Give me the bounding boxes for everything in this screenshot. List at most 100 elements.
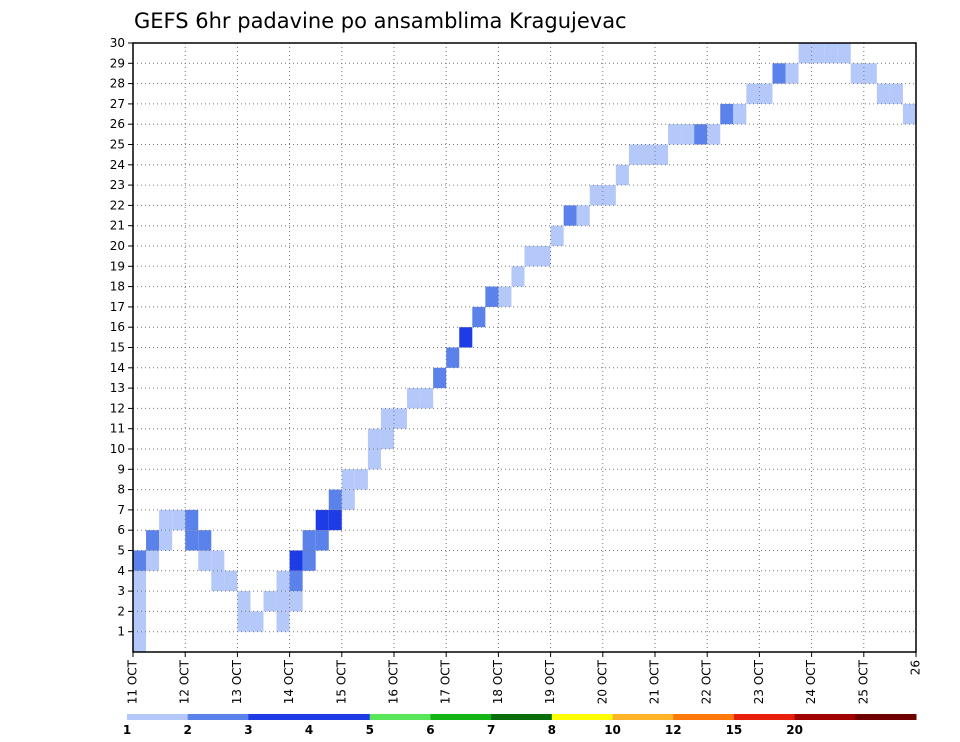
y-tick-label: 1 [117,625,125,639]
legend-swatch [794,714,856,720]
heatmap-cell [863,63,877,84]
heatmap-cell [485,286,499,307]
legend-swatch [551,714,614,720]
heatmap-cell [550,225,564,246]
legend-label: 7 [487,723,495,737]
y-tick-label: 4 [117,564,125,578]
legend-swatch [612,714,674,720]
heatmap-cell [172,509,186,531]
heatmap-cell [211,570,225,592]
heatmap-cell [250,611,264,632]
dotted-grid [133,43,916,652]
heatmap-cell [628,144,642,165]
y-axis: 1234567891011121314151617181920212223242… [110,36,133,639]
heatmap-cell [824,43,838,64]
heatmap-cell [133,611,147,632]
color-legend: 1 2 3 4 5 6 7 8 10 12 15 20 [123,714,917,737]
heatmap-cell [850,63,864,84]
legend-swatch [248,714,310,720]
heatmap-cell [276,611,290,632]
heatmap-cell [641,144,655,165]
y-tick-label: 3 [117,584,125,598]
heatmap-cell [446,347,460,368]
heatmap-cell [237,591,251,612]
heatmap-cell [263,591,277,612]
y-tick-label: 6 [117,523,125,537]
heatmap-cell [328,489,342,510]
heatmap-cell [876,83,890,104]
heatmap-cell [394,408,408,429]
legend-label: 4 [305,723,313,737]
y-tick-label: 10 [110,442,125,456]
heatmap-cell [185,530,199,551]
x-axis: 11 OCT 12 OCT 13 OCT 14 OCT 15 OCT 16 OCT 17 O… [126,652,923,704]
heatmap-cell [720,103,734,125]
y-tick-label: 7 [117,503,125,517]
heatmap-cell [433,367,447,389]
heatmap-cell [133,570,147,592]
heatmap-cell [420,388,434,409]
heatmap-cell [380,408,394,429]
heatmap-cell [681,124,695,145]
heatmap-cell [459,327,473,348]
heatmap-cell [185,509,199,531]
y-tick-label: 27 [110,97,125,111]
legend-label: 5 [366,723,374,737]
legend-swatch [733,714,796,720]
heatmap-cell [146,530,160,551]
x-tick-label: 16 OCT [387,659,401,704]
y-tick-label: 23 [110,178,125,192]
x-tick-label: 25 OCT [856,659,870,704]
legend-swatch [673,714,735,720]
plot-frame [132,42,917,653]
heatmap-cell [798,43,812,64]
heatmap-cell [302,550,316,571]
x-tick-label: 13 OCT [230,659,244,704]
heatmap-cell [615,164,629,186]
heatmap-cell [772,63,786,84]
heatmap-cell [537,246,551,267]
heatmap-cell [733,103,747,125]
y-tick-label: 18 [110,280,125,294]
heatmap-cell [472,306,486,328]
heatmap-cell [328,509,342,531]
legend-label: 20 [786,723,803,737]
x-tick-label: 20 OCT [595,659,609,704]
x-tick-label: 24 OCT [804,659,818,704]
legend-label: 2 [184,723,192,737]
heatmap-cell [289,550,303,571]
heatmap-cell [315,530,329,551]
legend-swatch [855,714,917,720]
x-tick-label: 11 OCT [126,659,140,704]
heatmap-cell [746,83,760,104]
heatmap-cell [576,205,590,226]
heatmap-cell [694,124,708,145]
heatmap-cell [380,428,394,449]
heatmap-cell [315,509,329,531]
y-tick-label: 17 [110,300,125,314]
legend-label: 10 [604,723,621,737]
heatmap-cell [237,611,251,632]
chart-title: GEFS 6hr padavine po ansamblima Kragujev… [134,9,627,33]
heatmap-cell [668,124,682,145]
legend-label: 12 [665,723,682,737]
x-tick-label: 15 OCT [334,659,348,704]
y-tick-label: 8 [117,483,125,497]
x-tick-label: 22 OCT [700,659,714,704]
legend-label: 8 [548,723,556,737]
heatmap-cell [276,591,290,612]
heatmap-cell [133,591,147,612]
heatmap-cells [133,43,916,652]
legend-swatch [491,714,553,720]
y-tick-label: 21 [110,219,125,233]
x-tick-label: 21 OCT [648,659,662,704]
heatmap-cell [511,266,525,287]
heatmap-cell [133,550,147,571]
y-tick-label: 15 [110,341,125,355]
heatmap-cell [159,509,173,531]
heatmap-cell [341,489,355,510]
heatmap-cell [276,570,290,592]
x-tick-label: 18 OCT [491,659,505,704]
x-tick-label: 14 OCT [282,659,296,704]
heatmap-cell [198,550,212,571]
